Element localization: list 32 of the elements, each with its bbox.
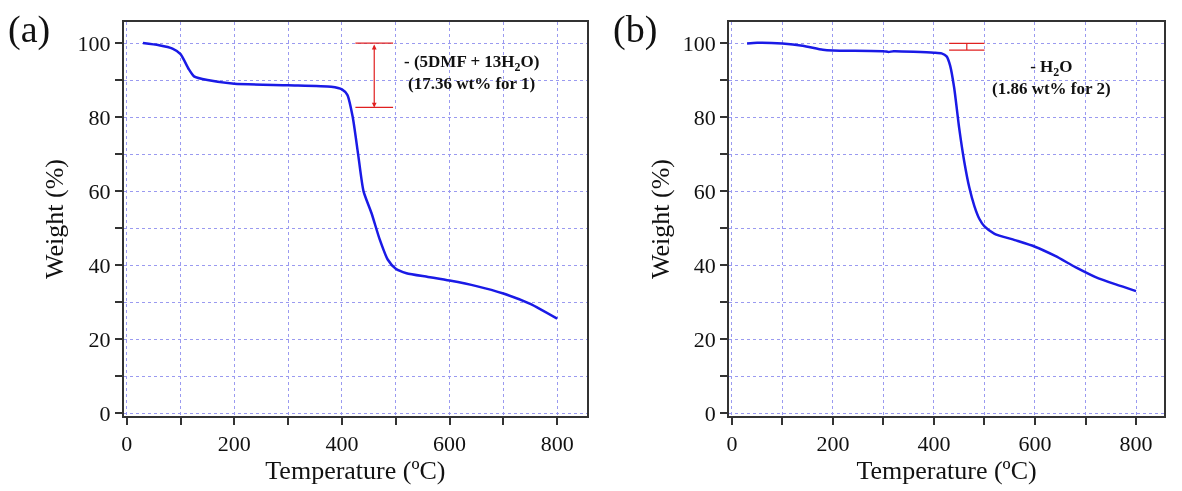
annotation: (17.36 wt% for 1): [408, 74, 536, 94]
x-tick-label: 200: [816, 431, 850, 457]
y-tick-label: 40: [88, 252, 111, 278]
x-tick-label: 0: [121, 431, 133, 457]
y-tick-label: 80: [88, 104, 111, 130]
x-tick-label: 800: [540, 431, 574, 457]
x-tick-label: 600: [1018, 431, 1052, 457]
annotation: (1.86 wt% for 2): [992, 79, 1111, 99]
annotation: - H$_{2}$O: [1030, 57, 1073, 79]
y-tick-label: 0: [704, 400, 716, 426]
y-tick-label: 0: [99, 400, 111, 426]
annotation: - (5DMF + 13H$_{2}$O): [404, 52, 540, 74]
x-tick-label: 400: [917, 431, 951, 457]
x-tick-label: 800: [1119, 431, 1153, 457]
y-tick-label: 40: [693, 252, 716, 278]
x-axis-title: Temperature (ºC): [265, 456, 446, 486]
y-tick-label: 60: [693, 178, 716, 204]
x-tick-label: 0: [726, 431, 738, 457]
y-tick-label: 20: [693, 326, 716, 352]
x-tick-label: 600: [433, 431, 467, 457]
chart-title: (b): [613, 8, 658, 51]
y-axis-title: Weight (%): [645, 159, 675, 279]
y-tick-label: 80: [693, 105, 716, 131]
x-tick-label: 200: [217, 431, 251, 457]
y-tick-label: 100: [682, 31, 716, 57]
y-tick-label: 20: [88, 326, 111, 352]
chart-title: (a): [8, 8, 51, 51]
y-axis-title: Weight (%): [40, 159, 70, 279]
x-axis-title: Temperature (ºC): [856, 456, 1037, 486]
x-tick-label: 400: [325, 431, 359, 457]
y-tick-label: 60: [88, 178, 111, 204]
y-tick-label: 100: [77, 30, 111, 56]
